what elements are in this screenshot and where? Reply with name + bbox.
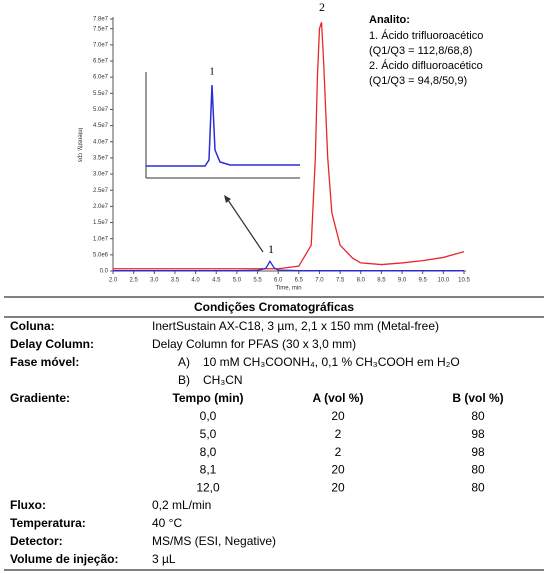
gradient-header: A (vol %) bbox=[313, 391, 364, 405]
x-tick-label: 2.5 bbox=[129, 278, 138, 284]
row-label: Volume de injeção: bbox=[10, 552, 118, 566]
row-label: Temperatura: bbox=[10, 516, 86, 530]
row-value: InertSustain AX-C18, 3 µm, 2,1 x 150 mm … bbox=[152, 319, 439, 333]
peak-label: 1 bbox=[268, 242, 274, 256]
gradient-cell: 12,0 bbox=[196, 480, 220, 494]
gradient-cell: 20 bbox=[331, 409, 345, 423]
analytes-title: Analito: bbox=[369, 14, 410, 26]
row-value: 3 µL bbox=[152, 552, 176, 566]
inset-label: 1 bbox=[209, 66, 215, 78]
y-tick-label: 6.5e7 bbox=[93, 59, 109, 65]
gradient-cell: 0,0 bbox=[200, 409, 217, 423]
x-tick-label: 2.0 bbox=[109, 278, 118, 284]
gradient-cell: 2 bbox=[335, 427, 342, 441]
row-label: Delay Column: bbox=[10, 337, 94, 351]
y-tick-label: 5.0e6 bbox=[93, 252, 109, 258]
phase-key: A) bbox=[178, 355, 190, 369]
phase-key: B) bbox=[178, 373, 190, 387]
phase-text: 10 mM CH₃COONH₄, 0,1 % CH₃COOH em H₂O bbox=[203, 355, 460, 369]
y-tick-label: 0.0 bbox=[100, 269, 109, 275]
x-tick-label: 8.5 bbox=[377, 278, 386, 284]
x-tick-label: 8.0 bbox=[357, 278, 366, 284]
y-tick-label: 5.5e7 bbox=[93, 91, 109, 97]
table-title: Condições Cromatográficas bbox=[194, 300, 354, 314]
y-tick-label: 5.0e7 bbox=[93, 107, 109, 113]
x-tick-label: 3.5 bbox=[171, 278, 180, 284]
gradient-cell: 20 bbox=[331, 480, 345, 494]
y-tick-label: 1.0e7 bbox=[93, 236, 109, 242]
gradient-header: Tempo (min) bbox=[172, 391, 243, 405]
peak-label: 2 bbox=[319, 0, 325, 14]
analyte: 2. Ácido difluoroacético bbox=[369, 59, 483, 72]
gradient-cell: 98 bbox=[471, 427, 485, 441]
row-label: Fluxo: bbox=[10, 498, 46, 512]
y-tick-label: 3.5e7 bbox=[93, 156, 109, 162]
gradient-cell: 80 bbox=[471, 480, 485, 494]
row-label: Fase móvel: bbox=[10, 355, 79, 369]
gradient-cell: 2 bbox=[335, 445, 342, 459]
gradient-cell: 5,0 bbox=[200, 427, 217, 441]
gradient-header: B (vol %) bbox=[452, 391, 503, 405]
phase-text: CH₃CN bbox=[203, 373, 243, 387]
row-label: Detector: bbox=[10, 534, 63, 548]
row-value: 0,2 mL/min bbox=[152, 498, 211, 512]
gradient-cell: 80 bbox=[471, 463, 485, 477]
row-label: Gradiente: bbox=[10, 391, 70, 405]
y-tick-label: 6.0e7 bbox=[93, 75, 109, 81]
gradient-cell: 8,0 bbox=[200, 445, 217, 459]
series-line bbox=[113, 22, 465, 270]
gradient-cell: 20 bbox=[331, 463, 345, 477]
series-line bbox=[113, 260, 464, 272]
x-tick-label: 9.5 bbox=[419, 278, 428, 284]
analyte: 1. Ácido trifluoroacético bbox=[369, 29, 483, 42]
x-tick-label: 9.0 bbox=[398, 278, 407, 284]
row-value: 40 °C bbox=[152, 516, 182, 530]
y-tick-label: 1.5e7 bbox=[93, 220, 109, 226]
row-value: MS/MS (ESI, Negative) bbox=[152, 534, 276, 548]
row-value: Delay Column for PFAS (30 x 3,0 mm) bbox=[152, 337, 356, 351]
y-tick-label: 7.8e7 bbox=[93, 17, 109, 23]
row-label: Coluna: bbox=[10, 319, 55, 333]
x-tick-label: 7.5 bbox=[336, 278, 345, 284]
x-tick-label: 4.5 bbox=[212, 278, 221, 284]
x-tick-label: 6.5 bbox=[295, 278, 304, 284]
y-tick-label: 3.0e7 bbox=[93, 172, 109, 178]
y-tick-label: 7.5e7 bbox=[93, 26, 109, 32]
gradient-cell: 80 bbox=[471, 409, 485, 423]
y-tick-label: 4.5e7 bbox=[93, 123, 109, 129]
x-tick-label: 6.0 bbox=[274, 278, 283, 284]
y-axis-label: Intensity, cps bbox=[76, 128, 82, 163]
y-tick-label: 2.0e7 bbox=[93, 204, 109, 210]
x-tick-label: 4.0 bbox=[191, 278, 200, 284]
y-tick-label: 4.0e7 bbox=[93, 139, 109, 145]
y-tick-label: 7.0e7 bbox=[93, 42, 109, 48]
gradient-cell: 8,1 bbox=[200, 463, 217, 477]
arrow bbox=[224, 195, 264, 253]
x-tick-label: 5.0 bbox=[233, 278, 242, 284]
x-axis-label: Time, min bbox=[275, 286, 301, 292]
inset bbox=[145, 72, 300, 179]
gradient-cell: 98 bbox=[471, 445, 485, 459]
y-tick-label: 2.5e7 bbox=[93, 188, 109, 194]
x-tick-label: 5.5 bbox=[253, 278, 262, 284]
x-tick-label: 10.0 bbox=[438, 278, 450, 284]
x-tick-label: 3.0 bbox=[150, 278, 159, 284]
analyte: (Q1/Q3 = 112,8/68,8) bbox=[369, 45, 472, 57]
x-tick-label: 10.5 bbox=[458, 278, 470, 284]
x-tick-label: 7.0 bbox=[315, 278, 324, 284]
analyte: (Q1/Q3 = 94,8/50,9) bbox=[369, 75, 467, 87]
